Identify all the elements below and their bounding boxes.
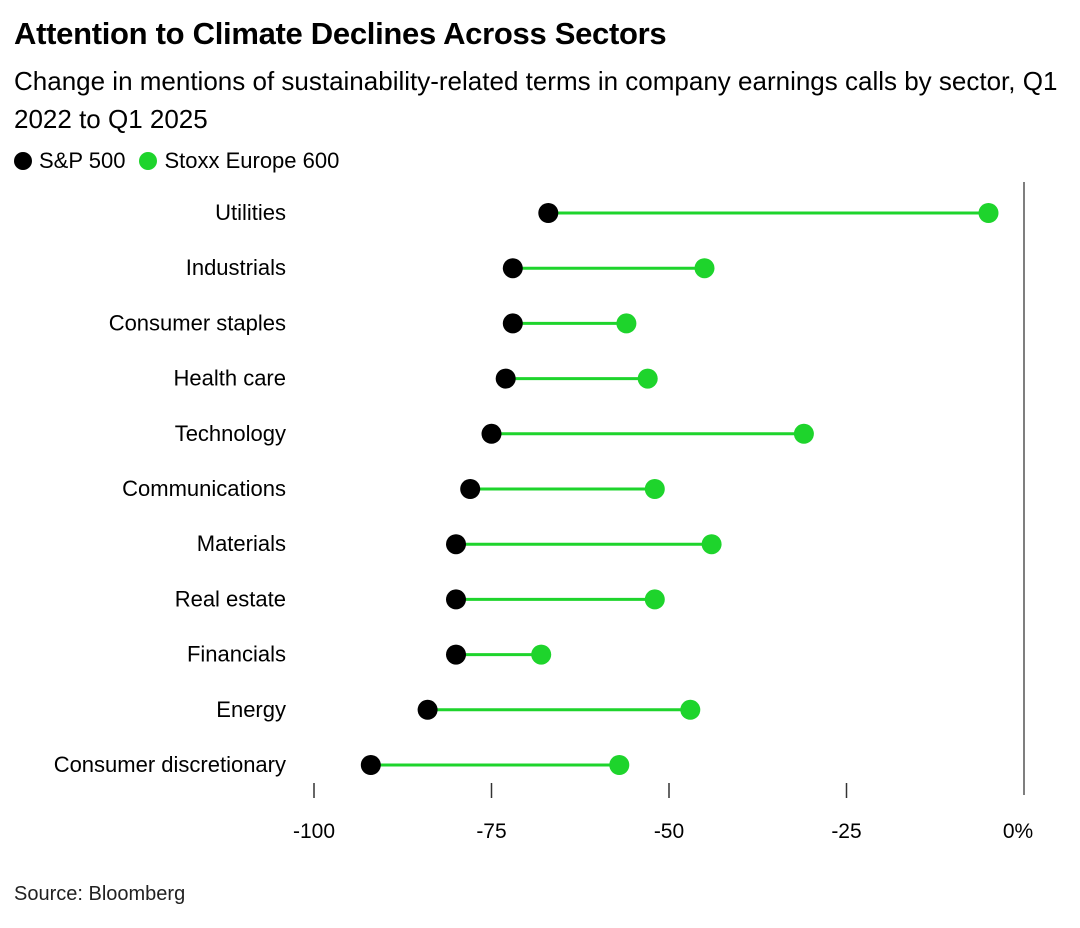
- legend-label-sp500: S&P 500: [39, 148, 126, 173]
- sp500-point-8: [446, 644, 466, 665]
- category-label-2: Consumer staples: [109, 310, 286, 335]
- category-label-9: Energy: [216, 697, 286, 722]
- category-label-7: Real estate: [175, 586, 286, 611]
- category-label-5: Communications: [122, 476, 286, 501]
- legend-swatch-stoxx600: [139, 152, 158, 170]
- stoxx600-point-6: [701, 534, 722, 555]
- sp500-point-4: [481, 423, 502, 444]
- category-label-6: Materials: [197, 531, 286, 556]
- stoxx600-point-1: [694, 258, 715, 279]
- sp500-point-0: [538, 203, 559, 223]
- category-label-10: Consumer discretionary: [54, 752, 286, 777]
- legend: S&P 500 Stoxx Europe 600: [14, 146, 353, 176]
- chart-subtitle: Change in mentions of sustainability-rel…: [14, 66, 1058, 134]
- source-note: Source: Bloomberg: [14, 883, 186, 905]
- x-tick-label-4: 0%: [1003, 820, 1033, 843]
- stoxx600-point-2: [616, 313, 637, 334]
- x-tick-label-0: -100: [293, 820, 335, 843]
- stoxx600-point-10: [609, 755, 630, 775]
- stoxx600-point-5: [644, 479, 665, 499]
- category-label-0: Utilities: [215, 200, 286, 225]
- stoxx600-point-7: [644, 589, 665, 610]
- chart-title: Attention to Climate Declines Across Sec…: [14, 16, 667, 51]
- sp500-point-1: [502, 258, 523, 279]
- stoxx600-point-0: [978, 203, 999, 223]
- stoxx600-point-8: [531, 644, 552, 665]
- sp500-point-6: [446, 534, 466, 555]
- legend-item-sp500: S&P 500: [14, 148, 125, 174]
- sp500-point-10: [360, 755, 381, 775]
- sp500-point-3: [495, 368, 516, 389]
- legend-swatch-sp500: [14, 152, 32, 170]
- stoxx600-point-4: [793, 423, 814, 444]
- dumbbell-chart: -100 -75 -50 -25 0% Utilities Industrials Consu…: [54, 182, 1033, 843]
- sp500-point-2: [502, 313, 523, 334]
- sp500-point-7: [446, 589, 466, 610]
- x-tick-label-3: -25: [831, 820, 861, 843]
- category-label-1: Industrials: [186, 255, 286, 280]
- sp500-point-5: [460, 479, 481, 499]
- sp500-point-9: [417, 699, 438, 720]
- x-tick-label-2: -50: [654, 820, 684, 843]
- x-tick-label-1: -75: [476, 820, 506, 843]
- legend-item-stoxx600: Stoxx Europe 600: [139, 148, 339, 174]
- category-label-8: Financials: [187, 642, 286, 667]
- category-label-3: Health care: [173, 366, 286, 391]
- stoxx600-point-3: [637, 368, 658, 389]
- stoxx600-point-9: [680, 699, 701, 720]
- category-label-4: Technology: [175, 421, 286, 446]
- legend-label-stoxx600: Stoxx Europe 600: [164, 148, 340, 173]
